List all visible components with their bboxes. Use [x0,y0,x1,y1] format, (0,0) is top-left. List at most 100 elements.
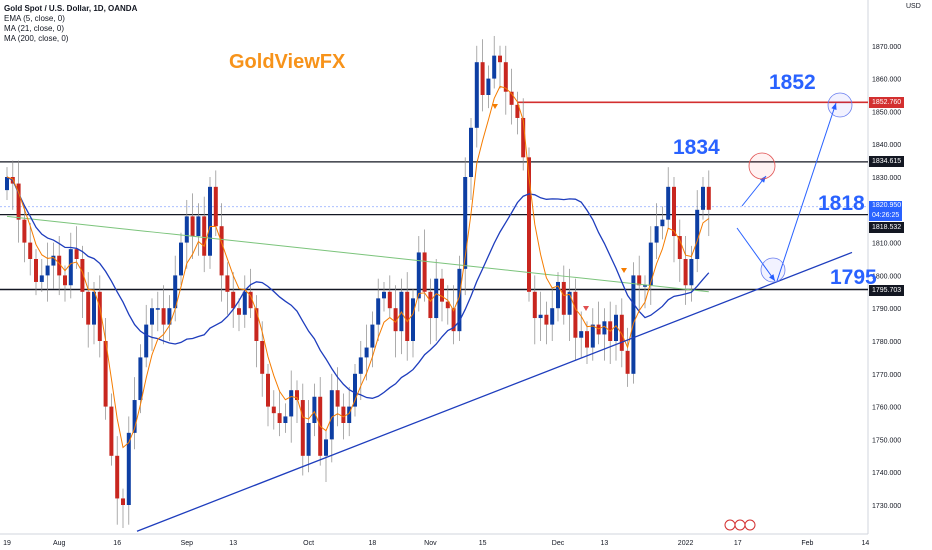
candle-body [231,291,236,309]
candle-body [254,308,259,341]
x-tick-label: 16 [113,540,121,547]
candle-body [190,216,195,237]
x-tick-label: 17 [734,540,742,547]
candle-body [260,341,265,374]
candle-body [492,55,497,79]
candle-body [353,373,357,407]
candle-body [266,373,270,407]
candle-body [324,439,328,456]
candle-body [225,275,230,292]
candle-body [74,249,79,259]
candle-body [619,314,624,351]
candle-body [306,423,311,456]
candle-body [556,281,560,309]
x-tick-label: Dec [552,540,565,547]
candle-body [643,285,647,287]
candle-body [393,308,398,332]
candle-body [16,183,21,220]
x-tick-label: Aug [53,540,66,547]
arrow-to-1795-head [769,274,775,281]
candle-body [654,226,659,243]
y-tick-label: 1750.000 [872,437,901,444]
candle-body [184,216,189,243]
x-tick-label: Feb [801,540,813,547]
candle-body [144,324,149,358]
event-flag-icon [744,519,756,531]
y-tick-label: 1740.000 [872,470,901,477]
candle-body [532,291,537,319]
candle-body [405,291,410,341]
candle-body [97,291,102,341]
annotation-1852: 1852 [769,71,816,94]
ema5-line [6,85,710,449]
candle-body [300,400,305,456]
trendline [136,251,853,532]
candle-body [167,308,172,325]
candle-body [637,275,642,286]
candle-body [585,331,589,348]
candle-body [480,62,485,95]
candle-body [63,275,67,286]
candle-body [329,390,334,440]
legend-symbol: Gold Spot / U.S. Dollar, 1D, OANDA [4,4,138,13]
annotation-1818: 1818 [818,192,865,215]
candle-body [22,219,27,243]
candle-body [579,331,584,338]
y-tick-label: 1870.000 [872,44,901,51]
candle-body [132,400,137,433]
candle-body [92,291,96,325]
signal-marker [621,268,627,273]
y-tick-label: 1760.000 [872,405,901,412]
candle-body [155,308,160,310]
candle-body [45,265,50,276]
legend-ma200: MA (200, close, 0) [4,34,69,43]
x-tick-label: Sep [181,540,194,547]
candle-body [428,291,433,319]
y-tick-label: 1730.000 [872,503,901,510]
candle-body [695,209,700,259]
x-tick-label: 19 [3,540,11,547]
candle-body [115,455,120,499]
arrow-to-1795 [736,227,776,282]
candle-body [179,242,183,276]
candle-body [173,275,178,309]
annotation-1795: 1795 [830,266,877,289]
y-tick-label: 1790.000 [872,306,901,313]
candle-body [567,291,572,315]
x-tick-label: 2022 [678,540,694,547]
price-tag-1852: 1852.760 [869,97,905,108]
candle-body [347,406,352,423]
candle-body [208,186,212,256]
brand-watermark: GoldViewFX [229,51,346,73]
target-circle-1795 [760,257,786,283]
candle-body [341,406,346,423]
candle-body [648,242,653,286]
candle-body [121,498,125,505]
price-tag-1795: 1795.703 [869,285,905,296]
candle-body [666,186,671,220]
candle-body [213,186,218,227]
y-tick-label: 1850.000 [872,109,901,116]
signal-marker [492,104,498,109]
target-circle-1852 [827,92,853,118]
event-flag-icon [724,519,736,531]
candle-body [126,432,131,505]
candle-body [614,314,618,341]
candle-body [677,236,682,259]
candle-body [109,406,114,456]
candle-body [196,216,201,237]
candle-body [521,117,526,158]
candle-body [503,62,508,92]
candle-body [498,55,502,63]
candle-body [5,177,9,191]
candle-body [277,413,282,423]
candle-body [463,177,468,269]
event-flag-icon [734,519,746,531]
candle-body [416,252,421,299]
candle-body [242,291,247,315]
candle-body [51,255,56,266]
candle-body [706,186,711,210]
price-tag-1834: 1834.615 [869,156,905,167]
countdown: 04:26:25 [872,212,900,219]
candle-body [387,291,392,309]
